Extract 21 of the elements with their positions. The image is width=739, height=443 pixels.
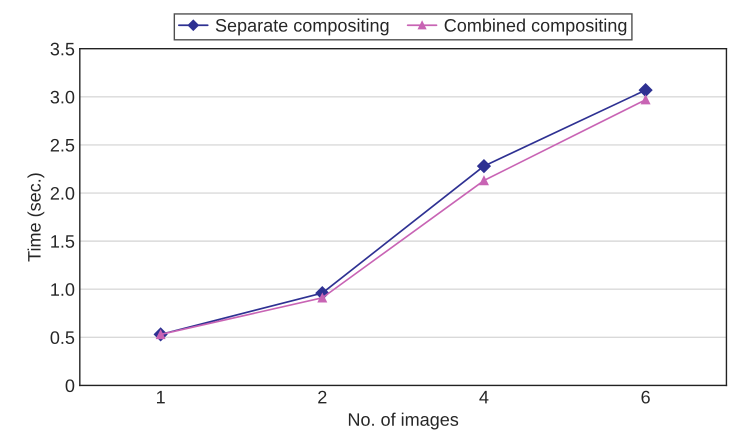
x-tick-label: 6 xyxy=(642,390,650,404)
y-tick-label: 1.0 xyxy=(51,283,74,296)
point xyxy=(318,293,327,303)
point xyxy=(477,159,491,173)
y-tick-label: 2.0 xyxy=(50,186,74,200)
y-axis-title: Time (sec.) xyxy=(27,173,44,262)
y-tick-label: 0 xyxy=(66,379,74,392)
y-tick-label: 0.5 xyxy=(50,331,74,344)
y-tick-label: 3.5 xyxy=(50,42,74,56)
y-tick-label: 3.0 xyxy=(50,90,74,104)
x-axis-title: No. of images xyxy=(348,412,458,430)
point xyxy=(640,95,650,104)
y-tick-label: 2.5 xyxy=(50,138,74,152)
x-tick-label: 1 xyxy=(156,390,165,404)
x-tick-label: 4 xyxy=(479,390,488,404)
y-tick-label: 1.5 xyxy=(51,235,74,248)
point xyxy=(638,83,653,97)
x-tick-label: 2 xyxy=(318,390,326,404)
legend-label: Separate compositing xyxy=(216,18,388,36)
legend-label: Combined compositing xyxy=(444,18,626,36)
point xyxy=(479,176,489,186)
